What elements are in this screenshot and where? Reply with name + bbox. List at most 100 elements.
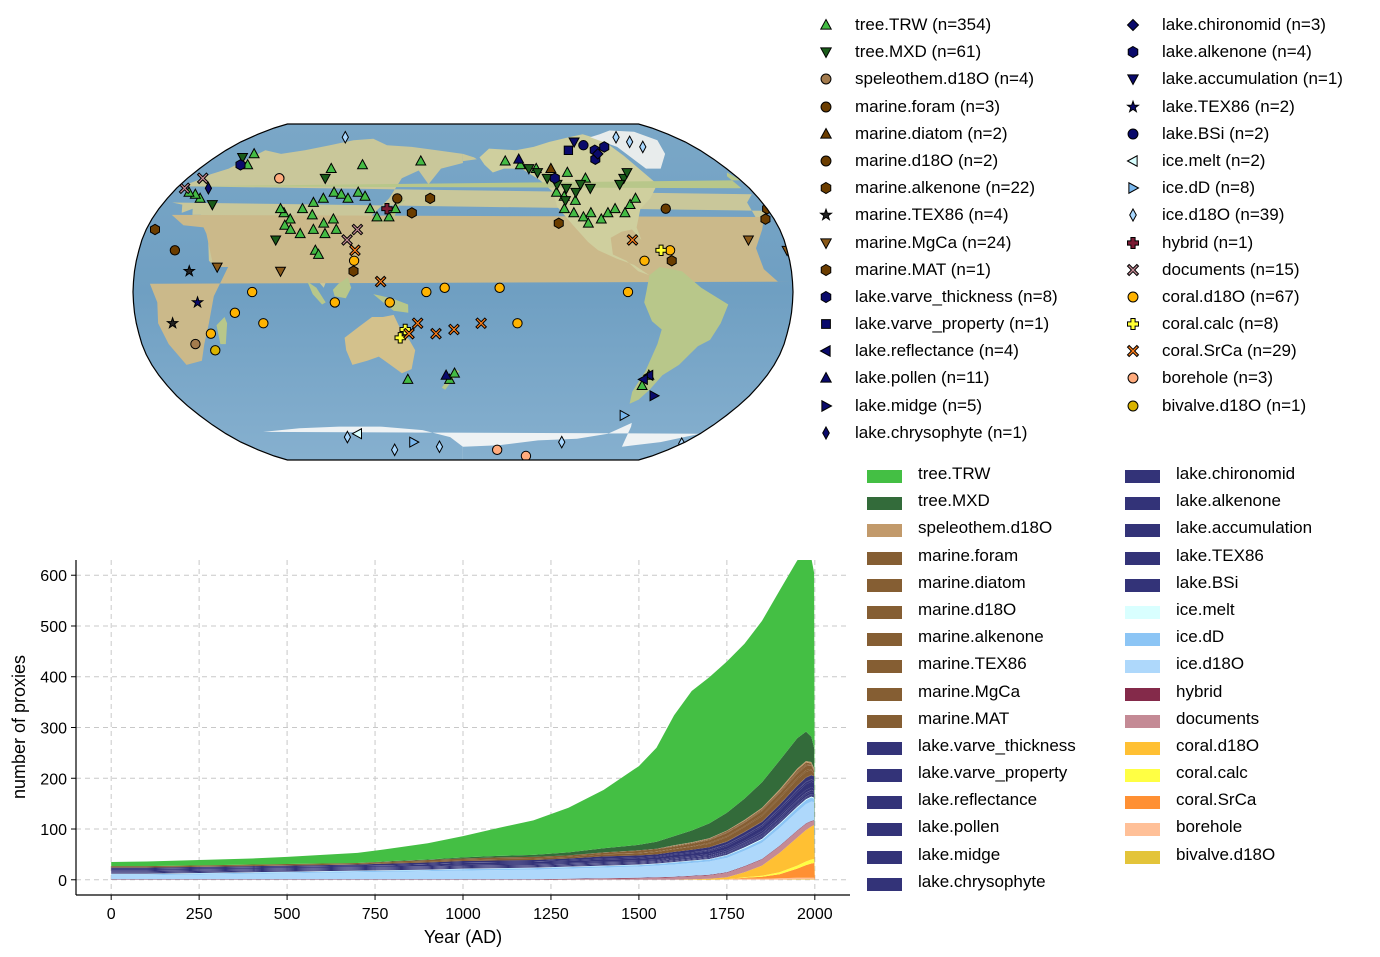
legend-color-patch: [867, 687, 902, 701]
legend-marker: [819, 345, 831, 358]
legend-marker-icon: [1128, 182, 1140, 195]
map-marker-borehole: [520, 450, 532, 460]
map-legend-label: lake.alkenone (n=4): [1162, 42, 1312, 62]
legend-color-patch: [867, 605, 902, 619]
ticks: 0 250 500 750 1000 1250 1500 1750 2000 0 100 200 300…: [40, 568, 832, 923]
map-marker-tree-TRW: [558, 202, 571, 214]
map-marker-tree-TRW: [636, 379, 648, 390]
map-legend-label: lake.chrysophyte (n=1): [855, 422, 1028, 442]
map-marker-lake-varve_property: [563, 145, 574, 155]
area-legend-label: speleothem.d18O: [918, 518, 1053, 538]
map-legend-label: lake.midge (n=5): [855, 395, 983, 415]
legend-marker: [1127, 318, 1139, 331]
chukotka-land: [463, 153, 477, 162]
map-marker-marine-alkenone: [425, 192, 436, 205]
area-legend-label: lake.TEX86: [1176, 545, 1264, 565]
map-markers: [150, 130, 793, 460]
map-legend-label: coral.d18O (n=67): [1162, 286, 1300, 306]
legend-marker-icon: [1126, 345, 1140, 358]
map-marker-marine-alkenone: [666, 254, 677, 267]
area-legend-label: ice.melt: [1176, 599, 1235, 619]
map-marker-ice-d18O: [435, 439, 444, 454]
map-marker-tree-TRW: [364, 202, 376, 214]
map-marker-ice-d18O: [558, 435, 566, 449]
area-coral-SrCa: [111, 863, 815, 880]
map-marker-tree-TRW: [585, 206, 597, 218]
map-legend-label: coral.calc (n=8): [1162, 314, 1279, 334]
y-tick-label: 0: [58, 873, 67, 890]
map-marker-marine-d18O: [392, 193, 403, 204]
legend-marker: [1127, 236, 1139, 249]
area-legend-label: marine.MAT: [918, 708, 1010, 728]
map-marker-coral-calc: [655, 244, 667, 257]
map-legend-label: lake.varve_thickness (n=8): [855, 286, 1058, 306]
legend-marker-icon: [1127, 372, 1139, 384]
map-marker-marine-TEX86: [165, 316, 180, 329]
map-marker-ice-d18O: [343, 430, 352, 444]
map-marker-tree-MXD: [236, 153, 249, 164]
map-marker-lake-reflectance: [642, 369, 654, 382]
legend-marker: [1127, 372, 1139, 384]
madagascar-land: [216, 317, 228, 345]
legend-color-patch: [1125, 524, 1160, 538]
area-coral-d18O: [111, 825, 815, 880]
legend-color-patch: [867, 633, 902, 647]
map-legend-label: marine.foram (n=3): [855, 96, 1001, 116]
map-marker-tree-MXD: [574, 179, 587, 191]
legend-marker-icon: [822, 425, 830, 440]
greenland-land: [590, 130, 666, 169]
legend-marker: [819, 47, 833, 59]
map-marker-marine-alkenone: [553, 217, 564, 230]
legend-marker: [820, 101, 832, 113]
map-marker-coral-d18O: [258, 318, 269, 329]
legend-marker-icon: [819, 127, 833, 139]
map-outline: [132, 123, 794, 461]
x-axis-label: Year (AD): [424, 927, 502, 947]
legend-color-patch: [867, 714, 902, 728]
x-tick-label: 1750: [709, 906, 745, 923]
map-marker-tree-TRW: [619, 206, 631, 218]
map-marker-tree-MXD: [531, 168, 544, 179]
map-marker-tree-MXD: [613, 179, 626, 191]
antarctica-land: [263, 422, 701, 460]
area-legend-label: lake.varve_property: [918, 763, 1068, 783]
legend-color-patch: [867, 850, 902, 864]
map-legend-label: lake.reflectance (n=4): [855, 341, 1019, 361]
uk-land: [181, 172, 742, 189]
map-marker-tree-MXD: [560, 183, 573, 195]
legend-color-patch: [1125, 633, 1160, 647]
legend-marker-icon: [1127, 318, 1139, 331]
legend-color-patch: [1125, 714, 1160, 728]
legend-color-patch: [867, 578, 902, 592]
legend-marker-icon: [1126, 74, 1140, 86]
map-marker-speleothem-d18O: [190, 338, 201, 350]
map-marker-tree-TRW: [514, 158, 527, 170]
legend-marker: [819, 371, 833, 384]
x-tick-label: 2000: [797, 906, 833, 923]
map-legend-label: tree.TRW (n=354): [855, 15, 992, 34]
legend-marker-icon: [820, 263, 832, 276]
legend-marker-icon: [819, 237, 833, 250]
map-marker-coral-d18O: [639, 255, 650, 266]
map-marker-lake-TEX86: [190, 295, 205, 309]
legend-marker: [1126, 74, 1140, 86]
map-marker-tree-TRW: [383, 210, 395, 222]
map-legend-label: coral.SrCa (n=29): [1162, 341, 1297, 361]
legend-marker-icon: [819, 345, 831, 358]
map-marker-tree-TRW: [327, 212, 340, 224]
map-marker-tree-TRW: [312, 248, 325, 259]
map-marker-coral-d18O: [229, 307, 241, 319]
area-legend-label: ice.d18O: [1176, 654, 1245, 674]
legend-color-patch: [867, 796, 902, 810]
map-legend-label: bivalve.d18O (n=1): [1162, 395, 1307, 415]
legend-color-patch: [867, 660, 902, 674]
map-marker-lake-chrysophyte: [204, 181, 213, 196]
map-legend-label: lake.varve_property (n=1): [855, 314, 1050, 334]
south-america-land: [629, 267, 729, 404]
legend-marker-icon: [821, 399, 833, 412]
area-tree-TRW: [111, 560, 815, 867]
australia-land: [344, 314, 416, 374]
legend-marker: [819, 18, 833, 30]
proxy-count-chart: 0 250 500 750 1000 1250 1500 1750 2000 0 100 200 300…: [9, 560, 850, 947]
north-america-land: [479, 134, 658, 276]
